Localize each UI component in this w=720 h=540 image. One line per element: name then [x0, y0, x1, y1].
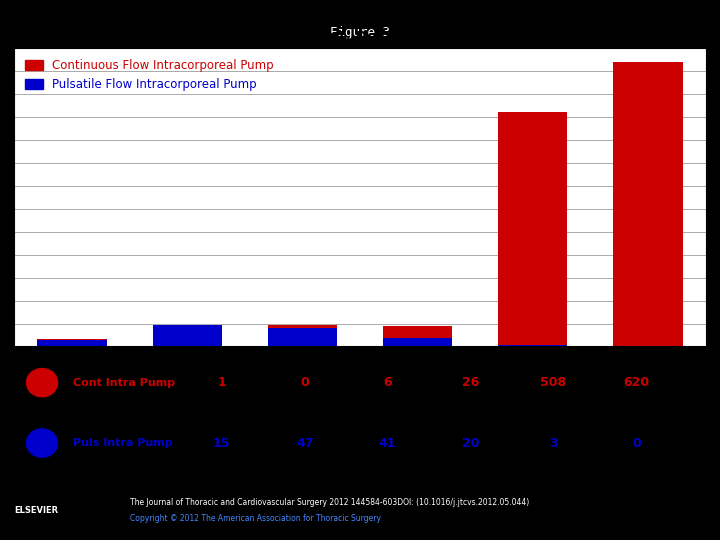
Text: 26: 26 [462, 376, 480, 389]
Text: 0: 0 [300, 376, 309, 389]
Bar [383, 326, 452, 338]
Legend: Continuous Flow Intracorporeal Pump, Pulsatile Flow Intracorporeal Pump: Continuous Flow Intracorporeal Pump, Pul… [20, 54, 279, 96]
Text: 3: 3 [549, 436, 558, 450]
Bar [153, 325, 222, 347]
Text: 620: 620 [624, 376, 649, 389]
Text: Copyright © 2012 The American Association for Thoracic Surgery: Copyright © 2012 The American Associatio… [130, 514, 381, 523]
Text: ELSEVIER: ELSEVIER [14, 506, 58, 515]
Text: 508: 508 [541, 376, 567, 389]
Text: Figure 3: Figure 3 [330, 26, 390, 39]
Bar [613, 62, 683, 347]
Ellipse shape [27, 368, 58, 397]
Text: 47: 47 [296, 436, 313, 450]
Text: 0: 0 [632, 436, 641, 450]
Ellipse shape [27, 429, 58, 457]
Title: Primary Implant Enrollment, Destination Therapy:  n=1287: Primary Implant Enrollment, Destination … [129, 30, 591, 44]
Bar [498, 345, 567, 347]
Text: Cont Intra Pump: Cont Intra Pump [73, 377, 175, 388]
Text: The Journal of Thoracic and Cardiovascular Surgery 2012 144584-603DOI: (10.1016/: The Journal of Thoracic and Cardiovascul… [130, 498, 529, 507]
Text: Puls Intra Pump: Puls Intra Pump [73, 438, 173, 448]
Bar [383, 338, 452, 347]
Bar [37, 340, 107, 347]
Text: 15: 15 [213, 436, 230, 450]
Text: 20: 20 [462, 436, 480, 450]
Bar [498, 112, 567, 345]
Text: 1: 1 [217, 376, 226, 389]
Text: 6: 6 [383, 376, 392, 389]
Text: 41: 41 [379, 436, 397, 450]
Bar [268, 328, 337, 347]
Bar [268, 325, 337, 328]
